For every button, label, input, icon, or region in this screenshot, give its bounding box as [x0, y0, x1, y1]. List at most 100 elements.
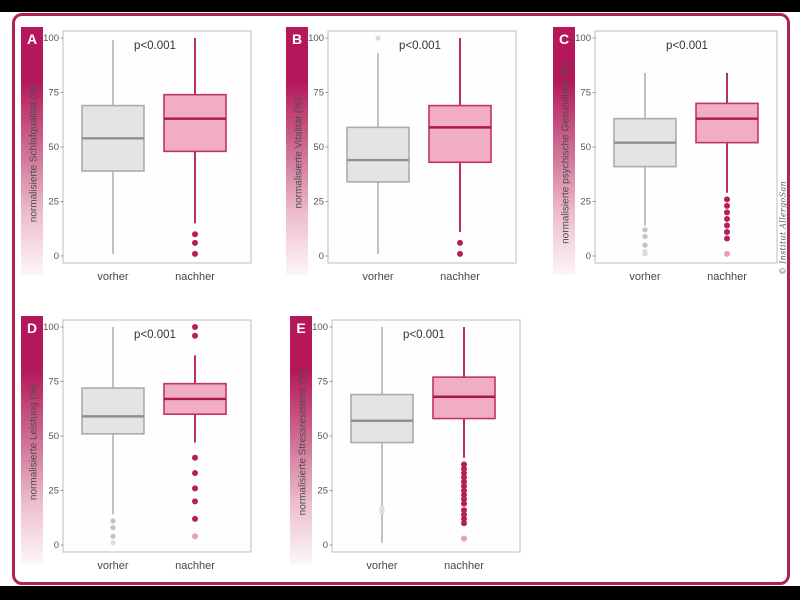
letterbox-top	[0, 0, 800, 12]
outlier-point	[110, 533, 116, 539]
outlier-point	[461, 470, 467, 477]
outlier-point	[461, 461, 467, 468]
y-tick-label: 25	[48, 197, 59, 208]
y-tick-label: 0	[54, 251, 59, 262]
y-tick-label: 75	[580, 88, 591, 99]
outlier-point	[461, 474, 467, 481]
outlier-point	[192, 498, 198, 505]
y-tick-label: 75	[313, 88, 324, 99]
outlier-point	[642, 227, 648, 233]
outlier-point	[461, 478, 467, 485]
panel-badge: B	[292, 31, 302, 47]
y-tick-label: 25	[48, 486, 59, 497]
outlier-point	[379, 509, 385, 515]
outlier-point	[461, 515, 467, 522]
x-category-label: nachher	[440, 271, 480, 283]
outlier-point	[110, 524, 116, 531]
y-axis-label: normalisierte psychische Gesundheit (%)	[561, 62, 572, 244]
outlier-point	[375, 35, 381, 41]
y-tick-label: 100	[308, 33, 324, 44]
outlier-point	[642, 233, 648, 239]
outlier-point	[461, 491, 467, 498]
panel-label-bar	[286, 27, 308, 275]
outlier-point	[461, 483, 467, 490]
outlier-point	[192, 239, 198, 246]
x-category-label: nachher	[175, 271, 215, 283]
outlier-point	[457, 239, 463, 246]
x-category-label: nachher	[444, 560, 484, 572]
box-nachher	[695, 102, 759, 144]
letterbox-bottom	[0, 586, 800, 600]
y-axis-label: normalisierte Stressresistenz (%)	[298, 369, 309, 516]
outlier-point	[192, 454, 198, 461]
p-value-annotation: p<0.001	[399, 40, 441, 52]
panel-label-bar	[290, 316, 312, 564]
copyright-note: © Institut AllergoSan	[778, 181, 788, 275]
y-tick-label: 75	[317, 377, 328, 388]
y-tick-label: 0	[54, 540, 59, 551]
y-tick-label: 25	[317, 486, 328, 497]
panel-badge: C	[559, 31, 569, 47]
outlier-point	[192, 533, 198, 540]
outlier-point	[192, 324, 198, 330]
outlier-point	[110, 540, 116, 546]
outlier-point	[724, 222, 730, 229]
y-tick-label: 50	[580, 142, 591, 153]
y-tick-label: 50	[48, 431, 59, 442]
p-value-annotation: p<0.001	[403, 329, 445, 341]
y-tick-label: 100	[43, 33, 59, 44]
y-tick-label: 100	[312, 322, 328, 333]
outlier-point	[642, 242, 648, 248]
outlier-point	[461, 496, 467, 503]
outlier-point	[724, 235, 730, 242]
x-category-label: vorher	[97, 271, 129, 283]
y-axis-label: normalisierte Schlafqualität (%)	[29, 84, 40, 222]
y-tick-label: 50	[313, 142, 324, 153]
outlier-point	[461, 535, 467, 542]
y-tick-label: 0	[586, 251, 591, 262]
outlier-point	[724, 229, 730, 236]
outlier-point	[192, 470, 198, 477]
outlier-point	[724, 202, 730, 209]
p-value-annotation: p<0.001	[666, 40, 708, 52]
x-category-label: nachher	[707, 271, 747, 283]
outlier-point	[457, 250, 463, 257]
panel-label-bar	[21, 316, 43, 564]
outlier-point	[192, 231, 198, 238]
x-category-label: vorher	[362, 271, 394, 283]
box-vorher	[350, 393, 414, 444]
y-tick-label: 0	[319, 251, 324, 262]
outlier-point	[461, 507, 467, 514]
outlier-point	[110, 518, 116, 524]
y-tick-label: 50	[317, 431, 328, 442]
outlier-point	[192, 250, 198, 257]
y-tick-label: 50	[48, 142, 59, 153]
y-tick-label: 100	[575, 33, 591, 44]
y-tick-label: 25	[313, 197, 324, 208]
outlier-point	[192, 485, 198, 492]
outlier-point	[192, 515, 198, 522]
outlier-point	[461, 511, 467, 518]
outlier-point	[461, 520, 467, 527]
outlier-point	[461, 500, 467, 507]
plot-area	[62, 319, 252, 553]
y-tick-label: 100	[43, 322, 59, 333]
y-axis-label: normalisierte Leistung (%)	[29, 384, 40, 500]
p-value-annotation: p<0.001	[134, 329, 176, 341]
outlier-point	[724, 250, 730, 257]
outlier-point	[724, 209, 730, 216]
y-tick-label: 25	[580, 197, 591, 208]
panel-label-bar	[553, 27, 575, 275]
panel-badge: A	[27, 31, 37, 47]
box-vorher	[81, 387, 145, 435]
outlier-point	[461, 487, 467, 494]
